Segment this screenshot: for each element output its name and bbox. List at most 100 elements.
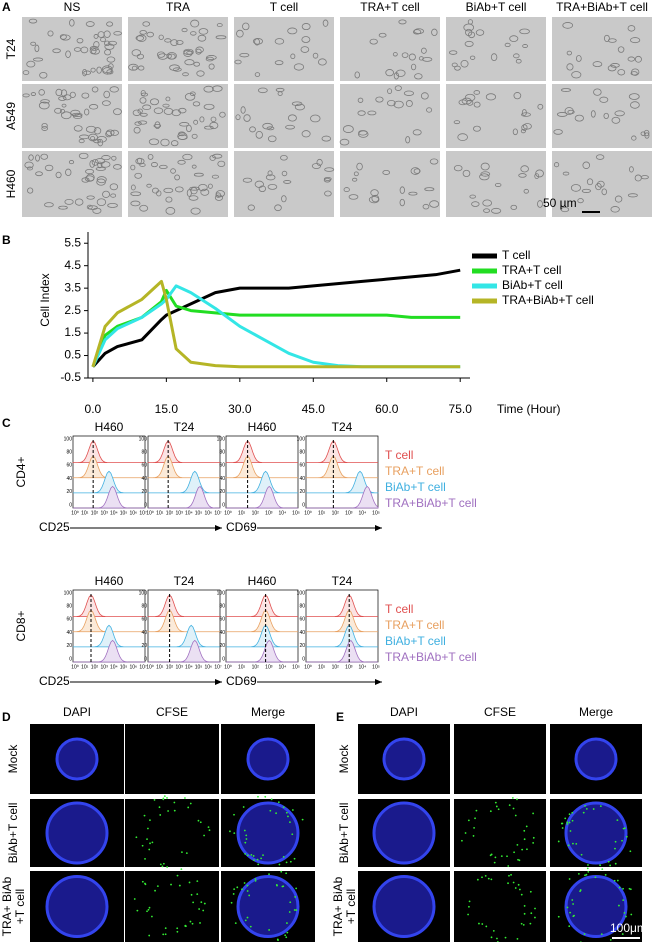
cell [601,188,608,196]
histogram [225,440,298,464]
cell [216,23,223,28]
histogram [148,624,220,648]
cfse-dot [525,825,528,828]
cell [78,138,85,144]
cell [22,70,30,75]
micrograph [340,151,440,217]
cfse-dot [592,808,595,810]
cfse-dot [153,799,156,801]
cfse-dot [566,821,569,824]
label: H460 [4,169,18,198]
label: TRA [166,0,190,14]
cfse-dot [490,936,493,939]
cfse-dot [190,893,193,896]
cell [267,183,278,190]
cell [186,50,194,55]
cfse-dot [203,902,206,905]
cfse-dot [281,885,284,888]
cfse-dot [164,933,167,936]
cfse-dot [517,858,519,861]
cell [324,190,332,197]
cell [32,57,44,62]
cell [131,49,142,57]
cell [418,56,424,61]
cell [274,38,285,45]
cfse-dot [256,858,259,861]
cell [104,43,115,50]
cfse-dot [144,858,146,860]
cfse-dot [275,812,277,815]
label: 0 [222,656,225,662]
label: 60.0 [375,402,399,416]
label: T cell [385,448,413,462]
histogram [306,624,378,648]
cfse-dot [609,864,612,867]
cell [165,196,173,203]
cfse-dot [532,836,535,839]
label: 10⁴ [279,510,287,516]
cell [494,182,502,187]
image [125,871,219,942]
cfse-dot [474,817,476,820]
cell [198,28,209,35]
cfse-dot [262,854,264,857]
series-line [91,268,461,368]
cell [382,169,391,175]
histogram [226,609,298,633]
cfse-dot [285,861,288,864]
cell [84,108,90,116]
micrograph [22,84,122,148]
label: A [2,0,11,14]
spheroid [564,875,628,938]
label: 10⁵ [292,510,300,516]
label: TRA+T cell [385,464,444,478]
cell [96,66,102,74]
cell [408,53,416,61]
label: 30.0 [228,402,252,416]
cell [150,162,158,168]
cell [421,47,427,54]
cfse-dot [241,888,243,891]
cfse-dot [149,819,151,822]
cell [571,71,582,79]
cfse-dot [468,900,471,903]
cfse-dot [518,859,521,862]
label: T cell [270,0,298,14]
cfse-dot [144,882,146,885]
cell [399,198,405,207]
cell [41,122,48,129]
histogram [73,639,145,663]
label: CD4+ [14,456,28,487]
cell [130,191,142,197]
cfse-dot [254,879,257,882]
cell [422,203,430,210]
cfse-dot [285,872,288,875]
cell [575,55,582,62]
fluorescence-image [125,795,219,871]
cfse-dot [523,905,526,907]
label: 10⁴ [185,664,193,670]
cell [460,60,469,68]
label: 100μm [610,921,647,935]
label: 100 [217,436,226,442]
cfse-dot [579,889,582,891]
micrograph [234,84,334,148]
cfse-dot [233,888,236,891]
cell [429,158,439,165]
label: 10² [332,510,340,516]
cell [189,186,200,191]
cell [413,28,425,35]
cell [324,167,335,172]
cell [473,125,481,132]
label: 80 [66,450,72,456]
cfse-dot [516,843,519,846]
fluorescence-image [550,799,642,870]
cell [560,206,570,213]
cfse-dot [280,870,283,873]
cfse-dot [229,830,231,833]
cell [30,41,37,46]
cell [148,138,160,146]
cell [312,52,319,59]
cell [81,177,90,183]
cell [134,172,143,179]
